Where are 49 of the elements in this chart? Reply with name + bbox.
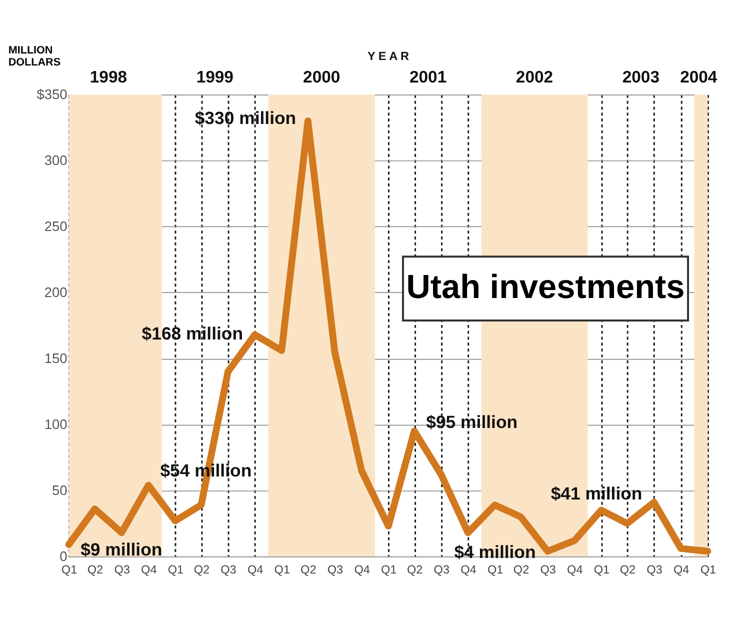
x-tick-label: Q4 xyxy=(460,564,477,577)
annotation: $330 million xyxy=(194,108,296,128)
x-tick-label: Q1 xyxy=(381,564,397,577)
x-tick-label: Q2 xyxy=(620,564,636,577)
x2-tick-label: 1998 xyxy=(90,68,128,87)
x-tick-label: Q4 xyxy=(247,564,264,577)
x-tick-label: Q3 xyxy=(646,564,663,577)
annotation: $168 million xyxy=(142,324,244,344)
y-tick-label: 300 xyxy=(44,152,68,168)
x2-axis-title: Y E A R xyxy=(368,50,410,64)
x-tick-label: Q2 xyxy=(300,564,316,577)
x-tick-label: Q3 xyxy=(114,564,130,577)
y-axis-title: MILLION DOLLARS xyxy=(8,44,61,68)
x-tick-label: Q1 xyxy=(168,564,184,577)
x-tick-label: Q1 xyxy=(700,564,716,577)
x-tick-label: Q2 xyxy=(406,564,423,577)
y-tick-label: 50 xyxy=(52,482,68,498)
y-tick-label: 100 xyxy=(44,416,68,432)
y-tick-label: 0 xyxy=(60,548,68,564)
text: Utah investments xyxy=(406,268,685,306)
x2-tick-label: 2004 xyxy=(680,68,718,87)
x2-tick-label: 2003 xyxy=(622,68,660,87)
x-tick-label: Q2 xyxy=(194,564,210,577)
y-tick-label: 250 xyxy=(44,218,68,234)
y-tick-label: $350 xyxy=(36,86,68,102)
y-tick-label: 150 xyxy=(44,350,68,366)
annotation: $9 million xyxy=(80,539,162,560)
x-tick-label: Q4 xyxy=(673,564,690,577)
annotation: $41 million xyxy=(550,483,642,504)
annotation: $95 million xyxy=(426,412,518,432)
x-tick-label: Q3 xyxy=(540,564,556,577)
x-tick-label: Q1 xyxy=(274,564,290,577)
annotation: $4 million xyxy=(454,542,536,562)
x-tick-label: Q4 xyxy=(567,564,584,577)
x-tick-label: Q4 xyxy=(354,564,370,577)
y-tick-label: 200 xyxy=(44,284,68,300)
x-tick-label: Q3 xyxy=(327,564,344,577)
x2-tick-label: 1999 xyxy=(196,68,234,87)
x-tick-label: Q4 xyxy=(141,564,158,577)
x-tick-label: Q1 xyxy=(61,564,78,577)
x-tick-label: Q3 xyxy=(434,564,450,577)
x2-tick-label: 2000 xyxy=(303,68,340,87)
x-tick-label: Q3 xyxy=(220,564,237,577)
x-tick-label: Q2 xyxy=(87,564,104,577)
x2-tick-label: 2001 xyxy=(409,68,447,87)
x-tick-label: Q1 xyxy=(487,564,504,577)
x-tick-label: Q1 xyxy=(594,564,610,577)
x2-tick-label: 2002 xyxy=(516,68,554,87)
x-tick-label: Q2 xyxy=(513,564,530,577)
